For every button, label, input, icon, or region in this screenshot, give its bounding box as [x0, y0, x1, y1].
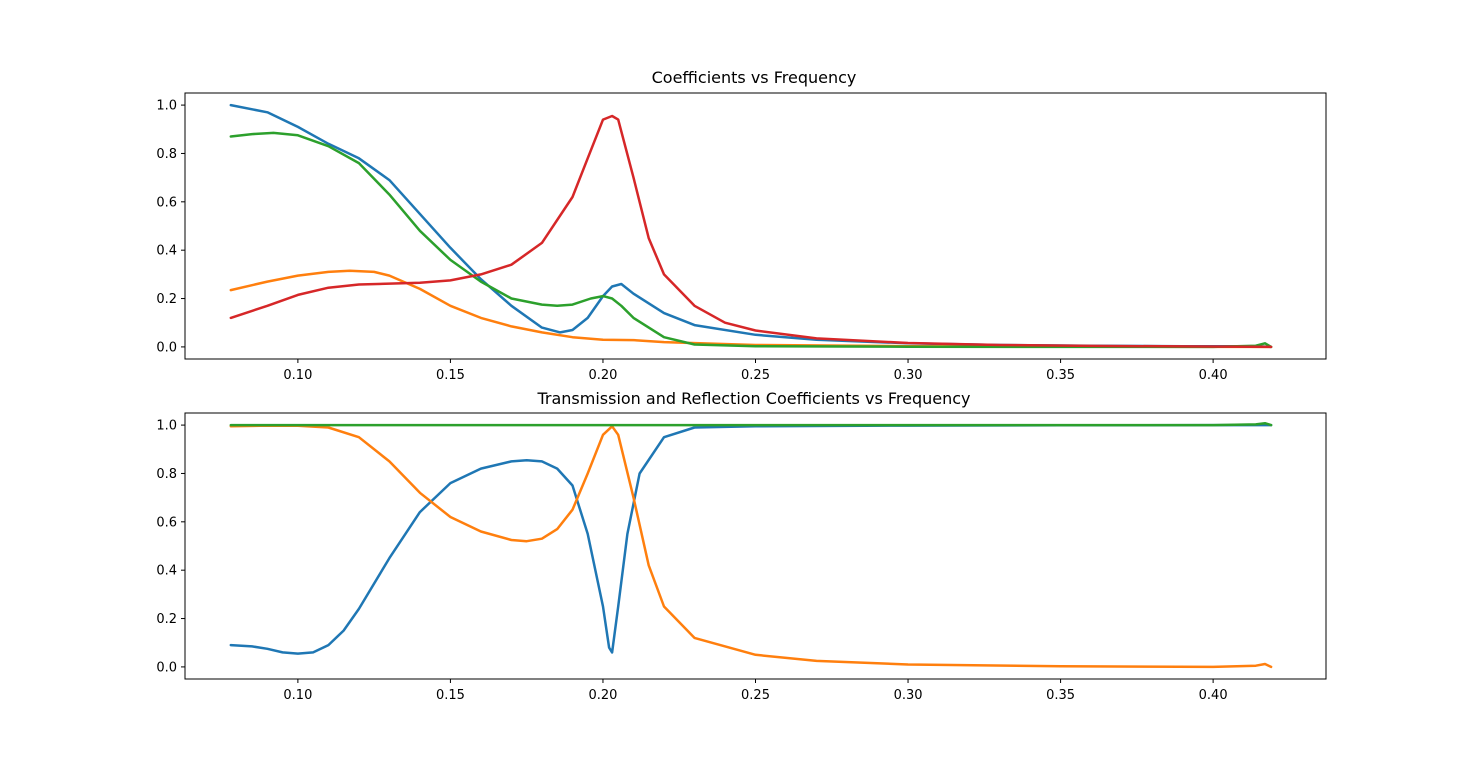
axes-frame — [184, 412, 1327, 680]
series-line-3 — [229, 421, 1273, 427]
y-tick-label: 0.0 — [156, 340, 177, 355]
x-tick-label: 0.25 — [741, 368, 770, 383]
x-axis-ticks: 0.10 0.15 0.20 0.25 0.30 0.35 0.40 — [283, 679, 1228, 703]
x-tick-label: 0.15 — [436, 688, 465, 703]
chart-title: Transmission and Reflection Coefficients… — [536, 389, 970, 408]
series-layer — [229, 421, 1273, 669]
series-line-4 — [229, 114, 1273, 349]
x-tick-label: 0.25 — [741, 688, 770, 703]
series-line-1 — [229, 423, 1273, 655]
plot-area: 0.10 0.15 0.20 0.25 0.30 0.35 0.40 0.00.20.40.… — [156, 412, 1327, 703]
y-axis-ticks: 0.0 0.2 0.4 0.6 0.8 1.0 — [156, 99, 185, 355]
y-tick-label: 0.8 — [156, 147, 177, 162]
x-tick-label: 0.30 — [894, 368, 923, 383]
x-tick-label: 0.20 — [588, 368, 617, 383]
x-tick-label: 0.30 — [894, 688, 923, 703]
chart-title: Coefficients vs Frequency — [652, 68, 857, 87]
plot-area: 0.10 0.15 0.20 0.25 0.30 0.35 0.40 0.00.20.40.… — [156, 92, 1327, 383]
y-tick-label: 0.6 — [156, 515, 177, 530]
y-tick-label: 1.0 — [156, 99, 177, 114]
coefficients-chart: Coefficients vs Frequency 0.10 0.15 0.20 0.… — [156, 68, 1327, 383]
x-tick-label: 0.20 — [588, 688, 617, 703]
y-tick-label: 0.6 — [156, 195, 177, 210]
y-tick-label: 0.8 — [156, 467, 177, 482]
transmission-reflection-chart: Transmission and Reflection Coefficients… — [156, 389, 1327, 703]
x-tick-label: 0.40 — [1199, 688, 1228, 703]
series-layer — [229, 103, 1273, 349]
y-tick-label: 0.2 — [156, 612, 177, 627]
x-tick-label: 0.40 — [1199, 368, 1228, 383]
y-axis-ticks: 0.0 0.2 0.4 0.6 0.8 1.0 — [156, 419, 185, 675]
axes-frame — [184, 92, 1327, 360]
x-tick-label: 0.35 — [1046, 688, 1075, 703]
y-tick-label: 0.2 — [156, 292, 177, 307]
x-tick-label: 0.10 — [283, 368, 312, 383]
y-tick-label: 0.0 — [156, 660, 177, 675]
y-tick-label: 1.0 — [156, 419, 177, 434]
series-line-3 — [229, 131, 1273, 349]
y-tick-label: 0.4 — [156, 244, 177, 259]
y-tick-label: 0.4 — [156, 564, 177, 579]
x-axis-ticks: 0.10 0.15 0.20 0.25 0.30 0.35 0.40 — [283, 359, 1228, 383]
series-line-2 — [229, 424, 1273, 669]
x-tick-label: 0.10 — [283, 688, 312, 703]
x-tick-label: 0.15 — [436, 368, 465, 383]
x-tick-label: 0.35 — [1046, 368, 1075, 383]
